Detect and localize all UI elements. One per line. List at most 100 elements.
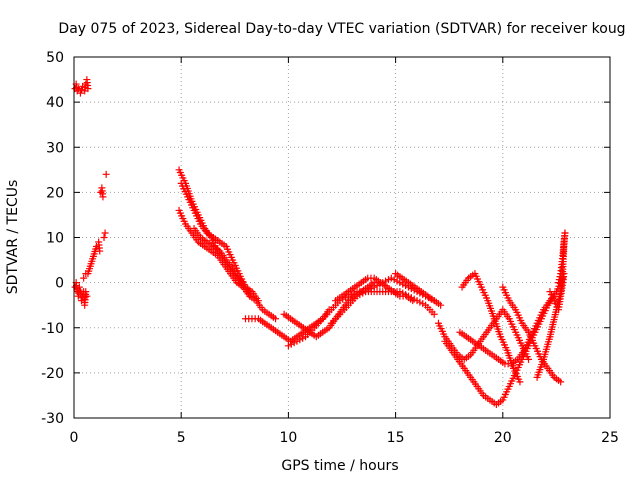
data-point bbox=[546, 288, 554, 296]
data-point-fill bbox=[497, 397, 505, 405]
data-point-fill bbox=[422, 291, 430, 299]
data-point-fill bbox=[557, 264, 565, 272]
data-point-fill bbox=[221, 254, 229, 262]
data-point-fill bbox=[284, 313, 292, 321]
data-point-fill bbox=[78, 86, 86, 94]
data-point bbox=[550, 297, 558, 305]
data-point-fill bbox=[297, 330, 305, 338]
chart-ticks: 0 5 10 15 20 25 -30 -20 -10 0 10 20 30 40 50 bbox=[41, 50, 619, 446]
data-point-fill bbox=[299, 334, 307, 342]
data-point-fill bbox=[381, 282, 389, 290]
data-point bbox=[102, 170, 110, 178]
data-point-fill bbox=[317, 317, 325, 325]
y-tick-label: 20 bbox=[46, 185, 64, 201]
data-point-fill bbox=[342, 303, 350, 311]
data-point-fill bbox=[351, 294, 359, 302]
data-point-fill bbox=[402, 277, 410, 285]
data-point-fill bbox=[555, 276, 563, 284]
data-point-fill bbox=[205, 246, 213, 254]
y-tick-label: -10 bbox=[41, 321, 64, 337]
data-point-fill bbox=[469, 271, 477, 279]
data-point-fill bbox=[92, 245, 100, 253]
data-point-fill bbox=[467, 336, 475, 344]
data-point-fill bbox=[556, 295, 564, 303]
data-point-fill bbox=[195, 231, 203, 239]
data-point-fill bbox=[227, 263, 235, 271]
data-point-fill bbox=[549, 371, 557, 379]
data-point bbox=[555, 279, 563, 287]
data-point-fill bbox=[532, 322, 540, 330]
plot-frame bbox=[73, 56, 611, 419]
data-point-fill bbox=[483, 294, 491, 302]
data-point-fill bbox=[428, 295, 436, 303]
data-point-fill bbox=[523, 326, 531, 334]
data-point-fill bbox=[245, 315, 253, 323]
series-early-high bbox=[71, 76, 92, 97]
data-point-fill bbox=[519, 349, 527, 357]
x-tick-label: 0 bbox=[70, 430, 79, 446]
y-tick-label: 30 bbox=[46, 140, 64, 156]
data-point-fill bbox=[484, 394, 492, 402]
data-point-fill bbox=[387, 286, 395, 294]
data-point-fill bbox=[95, 244, 103, 252]
data-point bbox=[76, 89, 84, 97]
chart-grid bbox=[74, 57, 610, 418]
chart-title: Day 075 of 2023, Sidereal Day-to-day VTE… bbox=[58, 21, 625, 37]
data-point-fill bbox=[207, 232, 215, 240]
data-point-fill bbox=[415, 286, 423, 294]
y-tick-label: -30 bbox=[41, 411, 64, 427]
data-point-fill bbox=[409, 282, 417, 290]
x-tick-label: 20 bbox=[494, 430, 512, 446]
y-tick-label: 0 bbox=[55, 276, 64, 292]
data-point-fill bbox=[549, 294, 557, 302]
data-point-fill bbox=[558, 281, 566, 289]
data-point-fill bbox=[556, 273, 564, 281]
data-point-fill bbox=[355, 280, 363, 288]
data-point-fill bbox=[253, 294, 261, 302]
series-track-o bbox=[499, 283, 565, 386]
y-tick-label: 50 bbox=[46, 50, 64, 66]
x-tick-label: 5 bbox=[177, 430, 186, 446]
data-point-fill bbox=[394, 291, 402, 299]
data-point-fill bbox=[539, 358, 547, 366]
data-point-fill bbox=[336, 294, 344, 302]
data-point-fill bbox=[504, 294, 512, 302]
y-tick-label: 10 bbox=[46, 231, 64, 247]
data-point bbox=[80, 274, 88, 282]
data-point-fill bbox=[193, 236, 201, 244]
data-point-fill bbox=[297, 322, 305, 330]
data-point-fill bbox=[246, 286, 254, 294]
data-point-fill bbox=[317, 330, 325, 338]
data-point-fill bbox=[233, 272, 241, 280]
data-point-fill bbox=[308, 326, 316, 334]
data-point bbox=[100, 234, 108, 241]
data-point-fill bbox=[434, 300, 442, 308]
data-point-fill bbox=[349, 285, 357, 293]
data-point-fill bbox=[545, 335, 553, 343]
series-track-a bbox=[175, 166, 280, 323]
series-track-r bbox=[555, 229, 569, 287]
series-track-j bbox=[392, 270, 445, 309]
data-point-fill bbox=[99, 190, 107, 198]
data-point-fill bbox=[212, 250, 220, 258]
data-point-fill bbox=[334, 312, 342, 320]
series-track-d bbox=[190, 224, 262, 305]
data-point-fill bbox=[342, 289, 350, 297]
data-point-fill bbox=[504, 312, 512, 320]
data-point-fill bbox=[180, 217, 188, 225]
data-point-fill bbox=[460, 331, 468, 339]
data-point-fill bbox=[499, 358, 507, 366]
data-point-fill bbox=[291, 318, 299, 326]
data-point-fill bbox=[452, 353, 460, 361]
data-point-fill bbox=[82, 290, 90, 298]
data-point-fill bbox=[510, 303, 518, 311]
data-point-fill bbox=[530, 339, 538, 347]
data-point-fill bbox=[480, 345, 488, 353]
data-point-fill bbox=[459, 362, 467, 370]
data-point-fill bbox=[396, 273, 404, 281]
data-point-fill bbox=[278, 331, 286, 339]
data-point-fill bbox=[542, 362, 550, 370]
data-point-fill bbox=[269, 313, 277, 321]
data-point-fill bbox=[75, 286, 83, 294]
